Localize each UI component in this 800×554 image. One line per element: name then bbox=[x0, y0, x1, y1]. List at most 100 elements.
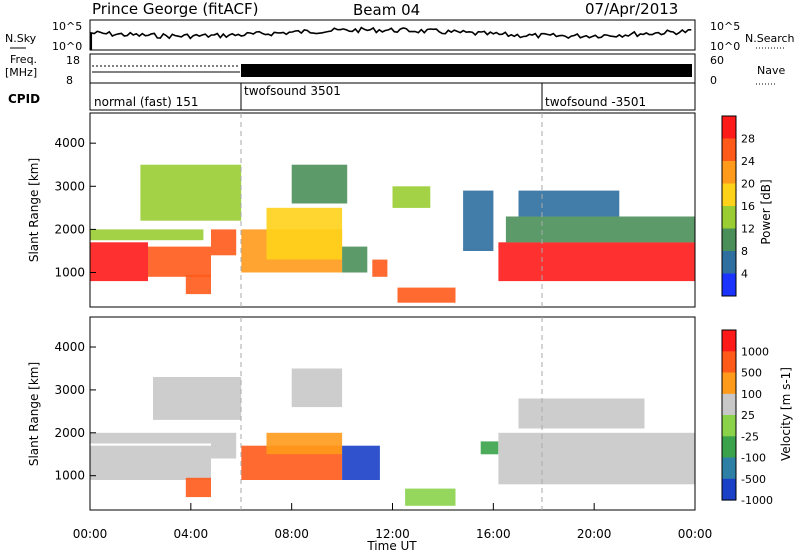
velocity-ytick-label-3: 4000 bbox=[54, 340, 85, 354]
power-yaxis: 1000 2000 3000 4000 bbox=[54, 136, 96, 280]
velocity-region-2 bbox=[211, 432, 237, 459]
velocity-colorbar-segment-0 bbox=[722, 330, 736, 352]
velocity-colorbar-segment-5 bbox=[722, 436, 736, 459]
velocity-region-8 bbox=[480, 441, 499, 455]
velocity-panel: 1000 2000 3000 4000 Slant Range [km] 1000 50… bbox=[27, 316, 793, 511]
power-colorbar-segment-6 bbox=[722, 251, 736, 274]
power-colorbar-tick-3: 16 bbox=[741, 200, 755, 213]
time-tick-label-6: 00:00 bbox=[678, 527, 713, 541]
velocity-colorbar-tick-1: 500 bbox=[741, 367, 762, 380]
velocity-colorbar-label: Velocity [m s-1] bbox=[779, 367, 793, 461]
velocity-colorbar-tick-7: -1000 bbox=[741, 494, 773, 507]
freq-trace-dense bbox=[241, 64, 692, 77]
nsearch-tick-top: 10^5 bbox=[710, 20, 740, 33]
power-colorbar-tick-0: 4 bbox=[741, 268, 748, 281]
date-title: 07/Apr/2013 bbox=[585, 0, 678, 18]
velocity-region-10 bbox=[518, 398, 645, 429]
power-region-12 bbox=[392, 186, 431, 208]
power-colorbar-segment-4 bbox=[722, 206, 736, 229]
power-region-4 bbox=[185, 274, 211, 295]
time-axis: 00:00 04:00 08:00 12:00 16:00 20:00 00:00 bbox=[73, 503, 713, 541]
power-region-7 bbox=[342, 246, 368, 273]
velocity-colorbar-tick-5: -100 bbox=[741, 452, 766, 465]
velocity-colorbar-tick-3: 25 bbox=[741, 409, 755, 422]
power-region-3 bbox=[211, 229, 237, 256]
nave-label: Nave bbox=[757, 64, 785, 77]
velocity-colorbar-segment-3 bbox=[722, 393, 736, 416]
power-colorbar-frame bbox=[721, 115, 737, 297]
freq-label-line1: Freq. bbox=[10, 53, 37, 66]
power-region-9 bbox=[397, 287, 456, 303]
power-colorbar-tick-4: 20 bbox=[741, 178, 755, 191]
power-colorbar-segment-5 bbox=[722, 228, 736, 252]
velocity-region-5 bbox=[266, 432, 343, 455]
time-tick-label-2: 08:00 bbox=[274, 527, 309, 541]
velocity-region-0 bbox=[90, 445, 211, 480]
velocity-region-6 bbox=[342, 445, 380, 480]
nsearch-tick-bottom: 10^0 bbox=[710, 40, 740, 53]
power-panel: 1000 2000 3000 4000 Slant Range [km] 4 8 12 16… bbox=[27, 112, 773, 308]
nsky-tick-bottom: 10^0 bbox=[52, 40, 82, 53]
velocity-yaxis: 1000 2000 3000 4000 bbox=[54, 340, 96, 483]
velocity-ytick-label-2: 3000 bbox=[54, 383, 85, 397]
power-colorbar-segment-3 bbox=[722, 183, 736, 207]
nsky-label: N.Sky bbox=[5, 32, 37, 45]
velocity-colorbar-segment-1 bbox=[722, 351, 736, 374]
velocity-region-1 bbox=[90, 432, 211, 444]
time-tick-label-1: 04:00 bbox=[174, 527, 209, 541]
velocity-colorbar-frame bbox=[721, 329, 737, 501]
power-region-14 bbox=[498, 242, 695, 282]
power-colorbar-segment-0 bbox=[722, 116, 736, 139]
velocity-colorbar-segment-2 bbox=[722, 372, 736, 395]
power-colorbar-label: Power [dB] bbox=[759, 179, 773, 244]
beam-title: Beam 04 bbox=[353, 1, 420, 19]
nsky-frame bbox=[89, 19, 696, 51]
power-ytick-label-2: 3000 bbox=[54, 179, 85, 193]
power-region-13 bbox=[463, 190, 494, 251]
power-ytick-label-0: 1000 bbox=[54, 266, 85, 280]
time-tick-label-5: 20:00 bbox=[577, 527, 612, 541]
time-tick-label-0: 00:00 bbox=[73, 527, 108, 541]
power-colorbar-segment-2 bbox=[722, 161, 736, 184]
power-region-10 bbox=[140, 164, 242, 221]
cpid-label: CPID bbox=[8, 92, 40, 106]
power-colorbar-tick-5: 24 bbox=[741, 155, 755, 168]
cpid-segment-3: twofsound -3501 bbox=[545, 95, 646, 109]
power-heatmap bbox=[90, 164, 695, 303]
power-region-6 bbox=[266, 207, 343, 260]
velocity-ytick-label-1: 2000 bbox=[54, 426, 85, 440]
freq-tick-top: 18 bbox=[66, 54, 80, 67]
header: Prince George (fitACF) Beam 04 07/Apr/20… bbox=[92, 0, 678, 19]
power-region-11 bbox=[291, 164, 348, 204]
nave-tick-top: 60 bbox=[710, 54, 724, 67]
power-region-15 bbox=[505, 216, 695, 243]
velocity-colorbar-segment-4 bbox=[722, 415, 736, 437]
power-ytick-label-1: 2000 bbox=[54, 222, 85, 236]
nsky-tick-top: 10^5 bbox=[52, 20, 82, 33]
cpid-panel: CPID normal (fast) 151 twofsound 3501 tw… bbox=[8, 82, 696, 111]
nsky-panel: N.Sky 10^5 10^0 10^5 10^0 N.Search bbox=[5, 19, 795, 53]
velocity-region-7 bbox=[405, 488, 456, 506]
station-title: Prince George (fitACF) bbox=[92, 0, 258, 18]
velocity-heatmap bbox=[90, 368, 695, 506]
time-tick-label-4: 16:00 bbox=[476, 527, 511, 541]
velocity-colorbar-segment-6 bbox=[722, 457, 736, 480]
time-tick-label-3: 12:00 bbox=[375, 527, 410, 541]
velocity-region-3 bbox=[185, 477, 211, 498]
power-ylabel: Slant Range [km] bbox=[27, 158, 41, 262]
nave-tick-bottom: 0 bbox=[710, 74, 717, 87]
cpid-segment-1: normal (fast) 151 bbox=[94, 95, 198, 109]
freq-tick-bottom: 8 bbox=[66, 74, 73, 87]
velocity-colorbar-tick-0: 1000 bbox=[741, 345, 769, 358]
power-ytick-label-3: 4000 bbox=[54, 136, 85, 150]
cpid-frame bbox=[89, 82, 696, 111]
freq-label-line2: [MHz] bbox=[5, 66, 37, 79]
velocity-colorbar: 1000 500 100 25 -25 -100 -500 -1000 bbox=[721, 329, 773, 507]
power-colorbar-segment-7 bbox=[722, 273, 736, 297]
velocity-region-11 bbox=[291, 368, 343, 408]
power-region-16 bbox=[518, 190, 620, 217]
velocity-colorbar-tick-2: 100 bbox=[741, 388, 762, 401]
velocity-region-12 bbox=[153, 377, 242, 420]
power-colorbar-tick-6: 28 bbox=[741, 133, 755, 146]
